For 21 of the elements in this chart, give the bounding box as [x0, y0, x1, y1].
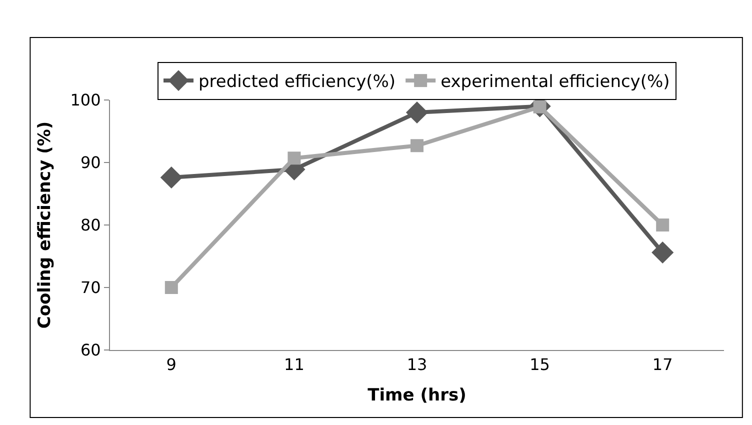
point — [656, 218, 670, 232]
x-tick-label: 9 — [166, 355, 176, 374]
y-tick-label: 60 — [80, 340, 101, 360]
y-tick-label: 100 — [70, 90, 101, 110]
y-axis-title: Cooling efficiency (%) — [34, 121, 55, 329]
y-tick-label: 80 — [80, 216, 101, 235]
point — [410, 139, 424, 152]
y-tick-label: 90 — [80, 153, 101, 172]
x-tick-label: 17 — [652, 355, 673, 374]
legend-label: experimental efficiency(%) — [440, 72, 670, 92]
point — [164, 281, 178, 294]
x-tick-label: 13 — [406, 355, 428, 374]
point — [406, 101, 428, 124]
point — [288, 152, 301, 165]
x-tick-label: 11 — [284, 355, 304, 374]
legend-label: predicted efficiency(%) — [198, 72, 396, 92]
y-tick-label: 70 — [80, 278, 101, 298]
point — [160, 166, 182, 189]
x-axis-title: Time (hrs) — [368, 386, 466, 406]
point — [652, 241, 674, 264]
x-tick-label: 15 — [530, 355, 550, 374]
